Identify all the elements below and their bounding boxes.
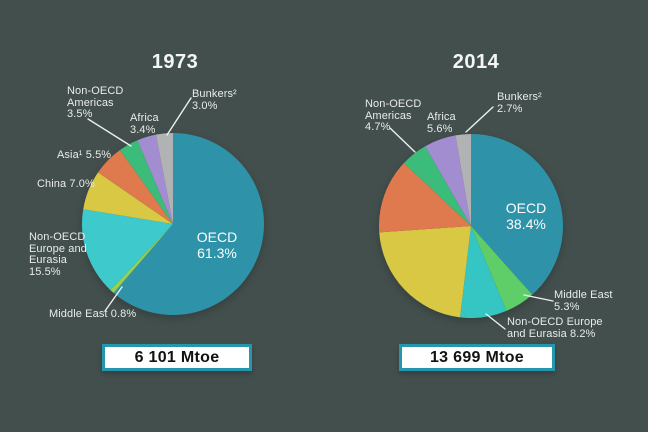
pie-slice-2014-unlabeled-orange-slice	[379, 163, 471, 233]
pie-slice-1973-china	[83, 172, 173, 224]
pie-chart-1973	[82, 133, 264, 315]
label-2014-bunkers: Bunkers² 2.7%	[497, 91, 542, 115]
pie-slice-1973-non-oecd-europe-and-eurasia	[82, 209, 173, 290]
label-2014-non-oecd-europe-eurasia: Non-OECD Europe and Eurasia 8.2%	[507, 316, 603, 340]
leader-line-2014-bunkers	[465, 106, 494, 133]
pie-slice-1973-asia	[98, 150, 173, 224]
pie-slice-2014-non-oecd-europe-and-eurasia	[460, 226, 507, 318]
label-2014-africa: Africa 5.6%	[427, 111, 456, 135]
label-1973-africa: Africa 3.4%	[130, 112, 159, 136]
label-2014-non-oecd-americas: Non-OECD Americas 4.7%	[365, 98, 422, 133]
pie-slice-1973-non-oecd-americas	[119, 140, 173, 224]
pie-slice-1973-bunkers	[155, 133, 173, 224]
label-1973-asia: Asia¹ 5.5%	[57, 149, 112, 161]
chart-title-2014: 2014	[452, 51, 500, 73]
label-1973-bunkers: Bunkers² 3.0%	[192, 88, 237, 112]
pie-slice-2014-unlabeled-yellow-slice	[379, 226, 471, 318]
total-mtoe-box-2014: 13 699 Mtoe	[399, 344, 555, 371]
pie-chart-2014	[379, 134, 563, 318]
leader-line-1973-bunkers	[166, 97, 192, 136]
pie-slice-1973-africa	[137, 134, 173, 224]
label-1973-china: China 7.0%	[37, 178, 95, 190]
pie-slice-1973-oecd	[113, 133, 264, 315]
pie-slice-2014-oecd	[471, 134, 563, 295]
total-mtoe-box-1973: 6 101 Mtoe	[102, 344, 252, 371]
label-1973-middle-east: Middle East 0.8%	[49, 308, 137, 320]
label-2014-middle-east: Middle East 5.3%	[554, 289, 613, 313]
label-1973-non-oecd-europe-eurasia: Non-OECD Europe and Eurasia 15.5%	[29, 231, 87, 278]
label-1973-non-oecd-americas: Non-OECD Americas 3.5%	[67, 85, 124, 120]
label-1973-oecd: OECD 61.3%	[196, 229, 238, 261]
label-2014-oecd: OECD 38.4%	[505, 200, 547, 232]
pie-slice-2014-middle-east	[471, 226, 533, 311]
pie-slice-2014-africa	[425, 135, 471, 226]
chart-title-1973: 1973	[151, 51, 199, 73]
pie-slice-2014-non-oecd-americas	[403, 146, 471, 226]
pie-slice-1973-middle-east	[110, 224, 173, 294]
pie-slice-2014-bunkers	[455, 134, 471, 226]
